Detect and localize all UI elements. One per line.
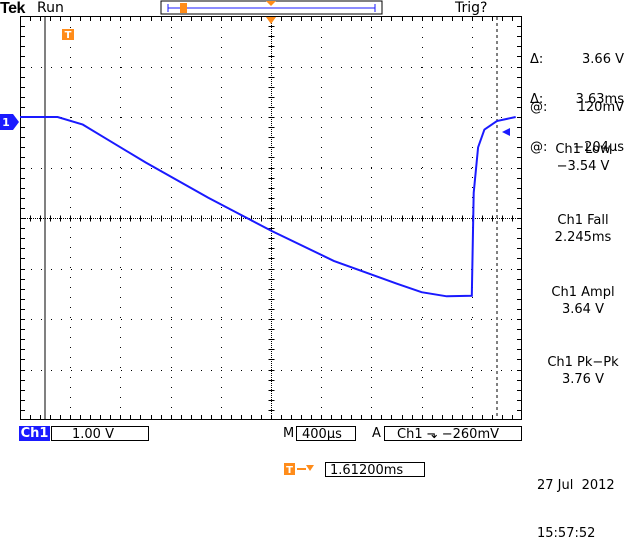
measurement-label: Ch1 Low <box>555 142 611 157</box>
time-per-div[interactable]: 400µs <box>296 426 356 442</box>
measurement-value: 3.64 V <box>562 302 604 317</box>
measurement-label: Ch1 Fall <box>557 213 609 228</box>
measurement-label: Ch1 Ampl <box>551 285 615 300</box>
ch1-level-marker[interactable]: 1 <box>0 114 20 130</box>
trigger-status: Trig? <box>455 0 488 16</box>
voltage-delta-value: 3.66 V <box>582 52 624 67</box>
measurement-value: −3.54 V <box>556 159 610 174</box>
falling-edge-icon: ⬎ <box>426 427 438 442</box>
measurement-ch1-low[interactable]: Ch1 Low −3.54 V <box>528 141 638 175</box>
date-label: 27 Jul 2012 <box>537 478 615 493</box>
waveform-display[interactable]: T <box>20 16 522 420</box>
cursor-level-arrow-icon <box>502 128 510 136</box>
time-delta-value: 3.63ms <box>575 92 624 107</box>
main-timebase-prefix: M <box>283 426 295 441</box>
time-at-value: −204µs <box>573 140 624 155</box>
trigger-level: −260mV <box>441 427 500 442</box>
at-symbol: @: <box>530 140 548 155</box>
trigger-point-label: T <box>65 30 72 41</box>
trigger-point-marker: T <box>62 29 74 41</box>
measurement-ch1-ampl[interactable]: Ch1 Ampl 3.64 V <box>528 284 638 318</box>
voltage-at-value: 120mV <box>577 100 624 115</box>
time-label: 15:57:52 <box>537 526 596 541</box>
acquisition-state: Run <box>37 0 64 16</box>
measurement-value: 2.245ms <box>554 230 612 245</box>
channel-badge[interactable]: Ch1 <box>19 426 50 441</box>
measurement-value: 3.76 V <box>562 372 604 387</box>
trigger-source: Ch1 <box>397 427 423 442</box>
measurement-ch1-pkpk[interactable]: Ch1 Pk−Pk 3.76 V <box>528 354 638 388</box>
expansion-point-icon <box>266 17 276 24</box>
date-time: 27 Jul 2012 15:57:52 <box>537 446 615 558</box>
brand-logo: Tek <box>0 0 25 17</box>
delta-symbol: Δ: <box>530 52 544 67</box>
trigger-position-marker <box>180 3 187 13</box>
trigger-position-icon: T <box>284 463 314 476</box>
trigger-position-value[interactable]: 1.61200ms <box>325 462 425 478</box>
svg-text:T: T <box>286 465 293 476</box>
voltage-cursor-readout: Δ: 3.66 V @: 120mV <box>530 20 624 132</box>
delta-symbol: Δ: <box>530 92 544 107</box>
ch1-waveform-trace <box>20 116 516 298</box>
acquisition-mode: A <box>372 426 381 441</box>
at-symbol: @: <box>530 100 548 115</box>
record-position-indicator[interactable] <box>160 0 385 16</box>
graticule-grid <box>20 16 521 419</box>
measurement-ch1-fall[interactable]: Ch1 Fall 2.245ms <box>528 212 638 246</box>
trigger-settings[interactable]: Ch1 ⬎ −260mV <box>384 426 522 442</box>
volts-per-div[interactable]: 1.00 V <box>51 426 149 442</box>
expansion-point-icon <box>266 1 276 6</box>
time-cursor-readout: Δ: 3.63ms @: −204µs <box>530 60 624 172</box>
ch1-level-label: 1 <box>2 116 10 129</box>
measurement-label: Ch1 Pk−Pk <box>547 355 619 370</box>
